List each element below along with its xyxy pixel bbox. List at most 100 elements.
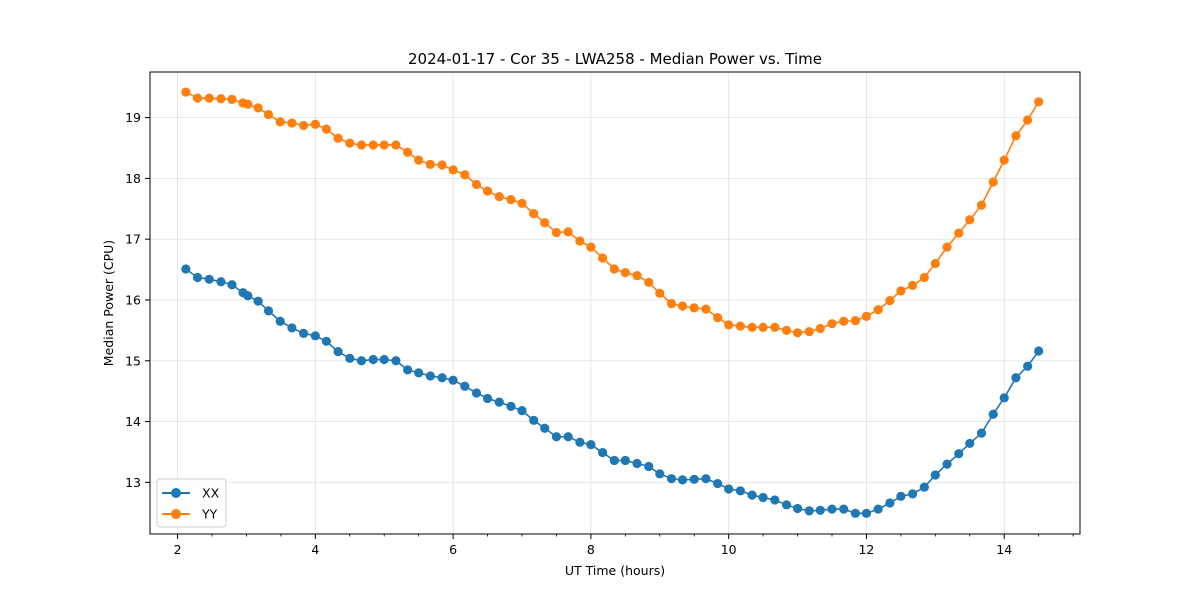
data-point-yy — [204, 93, 214, 103]
chart-title: 2024-01-17 - Cor 35 - LWA258 - Median Po… — [408, 50, 822, 68]
x-tick-label: 4 — [311, 542, 319, 557]
data-point-yy — [1034, 97, 1044, 107]
data-point-xx — [287, 323, 297, 333]
data-point-xx — [575, 437, 585, 447]
data-point-xx — [275, 316, 285, 326]
data-point-xx — [885, 498, 895, 508]
data-point-yy — [919, 272, 929, 283]
legend: XX YY — [156, 478, 227, 528]
data-point-xx — [632, 458, 642, 469]
data-point-xx — [356, 356, 367, 366]
data-point-xx — [804, 506, 814, 516]
data-point-xx — [471, 388, 482, 398]
data-point-xx — [850, 508, 861, 518]
data-point-xx — [620, 455, 630, 466]
data-point-xx — [655, 469, 665, 479]
data-point-xx — [345, 353, 355, 363]
data-point-xx — [792, 503, 803, 514]
data-point-yy — [551, 227, 562, 238]
data-point-xx — [263, 306, 274, 316]
data-point-yy — [792, 328, 803, 338]
data-point-yy — [460, 170, 470, 180]
data-point-yy — [181, 87, 191, 97]
data-point-xx — [563, 432, 573, 442]
data-point-xx — [609, 455, 619, 466]
data-point-yy — [391, 140, 401, 150]
data-point-xx — [333, 347, 343, 357]
data-point-xx — [1011, 373, 1021, 383]
data-point-yy — [333, 133, 343, 143]
data-point-yy — [896, 286, 906, 296]
data-point-xx — [181, 264, 191, 274]
data-point-yy — [758, 322, 768, 332]
data-point-yy — [988, 177, 998, 187]
data-point-xx — [815, 505, 825, 515]
data-point-yy — [976, 200, 987, 210]
data-point-yy — [471, 179, 482, 190]
x-tick-label: 14 — [996, 542, 1012, 557]
data-point-xx — [677, 475, 688, 485]
data-point-xx — [976, 428, 987, 438]
data-point-xx — [689, 474, 699, 484]
data-point-xx — [644, 461, 654, 472]
data-point-yy — [724, 320, 734, 330]
series-line-yy — [185, 91, 1040, 334]
data-point-xx — [873, 504, 883, 514]
data-point-xx — [598, 447, 608, 458]
y-tick-label: 15 — [125, 353, 141, 368]
data-point-yy — [850, 316, 861, 326]
data-point-yy — [999, 155, 1009, 165]
data-point-yy — [701, 304, 711, 314]
y-tick-label: 18 — [125, 171, 141, 186]
data-point-yy — [747, 322, 757, 332]
data-point-yy — [529, 209, 539, 219]
data-point-xx — [494, 397, 504, 407]
x-axis-label: UT Time (hours) — [565, 563, 665, 578]
data-point-xx — [227, 280, 237, 290]
data-point-xx — [204, 274, 214, 284]
data-point-yy — [609, 264, 619, 274]
data-point-yy — [908, 280, 918, 290]
data-point-yy — [494, 192, 504, 202]
data-point-xx — [243, 291, 253, 301]
data-point-yy — [345, 138, 355, 148]
data-point-yy — [781, 325, 792, 335]
data-point-yy — [310, 119, 320, 129]
data-point-xx — [999, 393, 1009, 403]
data-point-xx — [529, 415, 539, 425]
data-point-xx — [827, 504, 837, 514]
data-point-yy — [873, 305, 883, 315]
data-point-yy — [666, 299, 677, 309]
data-point-xx — [896, 491, 906, 501]
data-point-yy — [644, 277, 654, 287]
x-tick-label: 2 — [174, 542, 182, 557]
data-point-xx — [861, 508, 872, 518]
y-axis-label: Median Power (CPU) — [101, 240, 116, 366]
data-point-yy — [575, 236, 585, 246]
data-point-yy — [1023, 115, 1033, 125]
data-point-yy — [689, 303, 699, 313]
data-point-xx — [942, 459, 952, 469]
data-point-xx — [460, 381, 470, 391]
data-point-yy — [540, 218, 550, 228]
y-tick-label: 19 — [125, 110, 141, 125]
data-point-yy — [321, 124, 331, 134]
data-point-xx — [758, 492, 768, 503]
data-point-xx — [253, 296, 263, 306]
y-tick-label: 13 — [125, 475, 141, 490]
data-point-yy — [299, 120, 309, 131]
data-point-xx — [368, 354, 378, 365]
data-point-yy — [227, 94, 237, 104]
data-point-xx — [930, 470, 940, 480]
data-point-yy — [804, 326, 814, 337]
data-point-yy — [713, 312, 723, 323]
x-tick-label: 10 — [721, 542, 737, 557]
data-point-yy — [930, 258, 940, 269]
data-point-yy — [275, 117, 285, 127]
data-point-yy — [839, 316, 849, 326]
legend-label-xx: XX — [202, 486, 220, 501]
data-point-yy — [437, 160, 447, 170]
data-point-yy — [243, 99, 253, 109]
data-point-xx — [551, 432, 562, 442]
data-point-xx — [321, 336, 331, 346]
